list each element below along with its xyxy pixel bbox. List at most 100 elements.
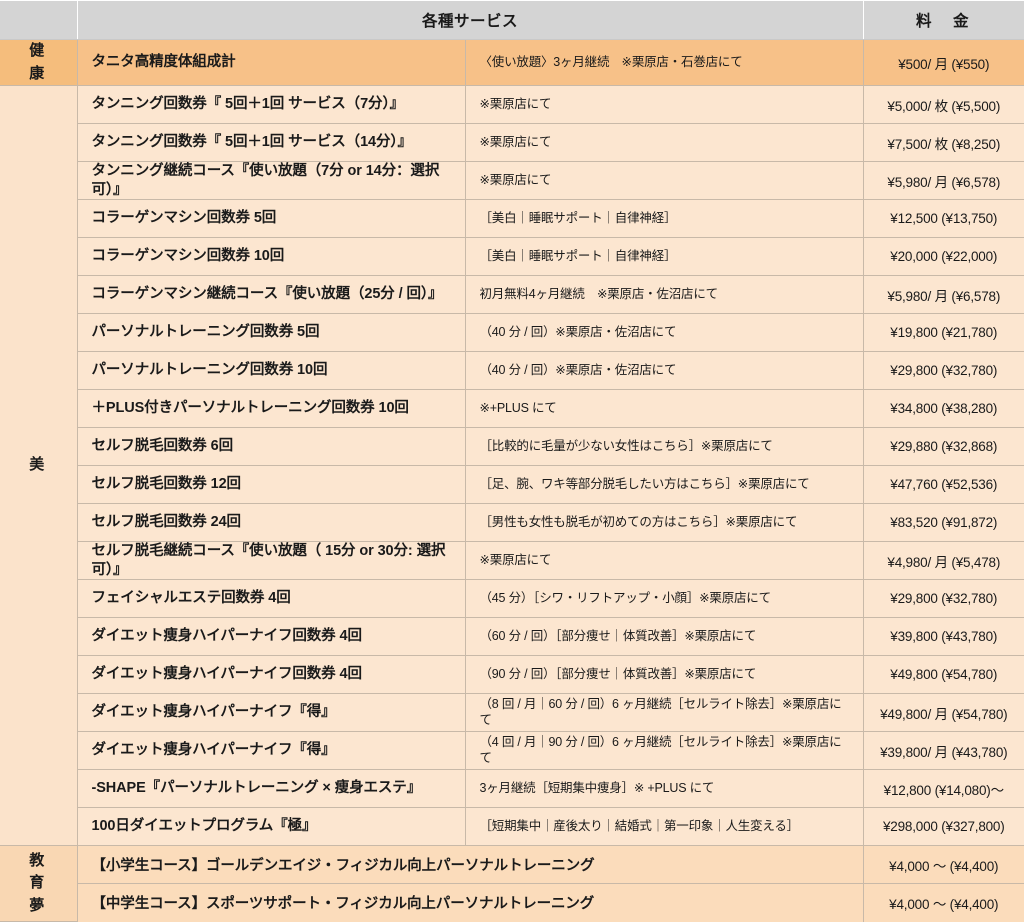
service-description-cell: （8 回 / 月｜60 分 / 回）6 ヶ月継続［セルライト除去］※栗原店にて: [465, 693, 864, 732]
table-row: 100日ダイエットプログラム『極』 ［短期集中｜産後太り｜結婚式｜第一印象｜人生変…: [0, 807, 1024, 846]
service-name-cell: タンニング回数券『 5回＋1回 サービス（14分）』: [77, 123, 466, 162]
table-row: 美タンニング回数券『 5回＋1回 サービス（7分）』 ※栗原店にて ¥5,000/ …: [0, 85, 1024, 846]
service-name-cell: パーソナルトレーニング回数券 10回: [77, 351, 466, 390]
service-name-cell: タンニング継続コース『使い放題（7分 or 14分：選択可）』: [77, 161, 466, 200]
table-row: パーソナルトレーニング回数券 5回 （40 分 / 回）※栗原店・佐沼店にて ¥19…: [0, 313, 1024, 352]
table-row: セルフ脱毛回数券 12回 ［足、腕、ワキ等部分脱毛したい方はこちら］※栗原店にて ¥…: [0, 465, 1024, 504]
service-description-cell: ［男性も女性も脱毛が初めての方はこちら］※栗原店にて: [465, 503, 864, 542]
table-row: ダイエット痩身ハイパーナイフ回数券 4回 （60 分 / 回）［部分痩せ｜体質改善…: [0, 617, 1024, 656]
service-description-cell: （60 分 / 回）［部分痩せ｜体質改善］※栗原店にて: [465, 617, 864, 656]
service-name-cell: タンニング回数券『 5回＋1回 サービス（7分）』: [77, 85, 466, 124]
service-price-cell: ¥298,000 (¥327,800): [863, 807, 1024, 846]
table-row: ダイエット痩身ハイパーナイフ『得』 （8 回 / 月｜60 分 / 回）6 ヶ月継…: [0, 693, 1024, 732]
service-description-cell: ［美白｜睡眠サポート｜自律神経］: [465, 237, 864, 276]
header-category: [0, 0, 78, 40]
service-price-cell: ¥39,800/ 月 (¥43,780): [863, 731, 1024, 770]
service-price-cell: ¥49,800 (¥54,780): [863, 655, 1024, 694]
service-description-cell: ［短期集中｜産後太り｜結婚式｜第一印象｜人生変える］: [465, 807, 864, 846]
service-price-cell: ¥34,800 (¥38,280): [863, 389, 1024, 428]
service-price-cell: ¥5,000/ 枚 (¥5,500): [863, 85, 1024, 124]
table-row: パーソナルトレーニング回数券 10回 （40 分 / 回）※栗原店・佐沼店にて ¥2…: [0, 351, 1024, 390]
service-name-cell: 100日ダイエットプログラム『極』: [77, 807, 466, 846]
service-description-cell: ※+PLUS にて: [465, 389, 864, 428]
service-name-cell: パーソナルトレーニング回数券 5回: [77, 313, 466, 352]
table-row: タンニング回数券『 5回＋1回 サービス（14分）』 ※栗原店にて ¥7,500/ …: [0, 123, 1024, 162]
header-row: 各種サービス 料 金: [0, 0, 1024, 40]
service-name-cell: -SHAPE『パーソナルトレーニング × 痩身エステ』: [77, 769, 466, 808]
table-row: ダイエット痩身ハイパーナイフ回数券 4回 （90 分 / 回）［部分痩せ｜体質改善…: [0, 655, 1024, 694]
service-description-cell: （45 分）［シワ・リフトアップ・小顔］※栗原店にて: [465, 579, 864, 618]
header-price: 料 金: [862, 0, 1024, 40]
table-row: コラーゲンマシン回数券 10回 ［美白｜睡眠サポート｜自律神経］ ¥20,000 (…: [0, 237, 1024, 276]
service-description-cell: 〈使い放題〉3ヶ月継続 ※栗原店・石巻店にて: [465, 39, 864, 86]
service-description-cell: （4 回 / 月｜90 分 / 回）6 ヶ月継続［セルライト除去］※栗原店にて: [465, 731, 864, 770]
service-name-cell: ＋PLUS付きパーソナルトレーニング回数券 10回: [77, 389, 466, 428]
category-cell-health: 健 康: [0, 39, 78, 86]
table-row: コラーゲンマシン継続コース『使い放題（25分 / 回）』 初月無料4ヶ月継続 ※栗…: [0, 275, 1024, 314]
service-description-cell: ※栗原店にて: [465, 541, 864, 580]
category-cell-education: 教 育夢: [0, 845, 78, 922]
table-row: セルフ脱毛継続コース『使い放題（ 15分 or 30分: 選択可）』 ※栗原店にて…: [0, 541, 1024, 580]
service-description-cell: （40 分 / 回）※栗原店・佐沼店にて: [465, 313, 864, 352]
service-name-cell: セルフ脱毛回数券 6回: [77, 427, 466, 466]
table-row: セルフ脱毛回数券 24回 ［男性も女性も脱毛が初めての方はこちら］※栗原店にて ¥8…: [0, 503, 1024, 542]
table-body: 健 康タニタ高精度体組成計 〈使い放題〉3ヶ月継続 ※栗原店・石巻店にて ¥500/…: [0, 39, 1024, 922]
service-price-cell: ¥29,880 (¥32,868): [863, 427, 1024, 466]
table-row: タンニング継続コース『使い放題（7分 or 14分：選択可）』 ※栗原店にて ¥5,…: [0, 161, 1024, 200]
service-price-cell: ¥12,500 (¥13,750): [863, 199, 1024, 238]
service-name-cell: ダイエット痩身ハイパーナイフ回数券 4回: [77, 617, 466, 656]
table-row: 教 育夢【小学生コース】ゴールデンエイジ・フィジカル向上パーソナルトレーニング ¥…: [0, 845, 1024, 922]
service-price-cell: ¥39,800 (¥43,780): [863, 617, 1024, 656]
service-price-cell: ¥7,500/ 枚 (¥8,250): [863, 123, 1024, 162]
service-description-cell: ※栗原店にて: [465, 123, 864, 162]
service-price-cell: ¥5,980/ 月 (¥6,578): [863, 161, 1024, 200]
service-price-cell: ¥19,800 (¥21,780): [863, 313, 1024, 352]
service-name-cell: フェイシャルエステ回数券 4回: [77, 579, 466, 618]
service-price-cell: ¥83,520 (¥91,872): [863, 503, 1024, 542]
service-description-cell: 初月無料4ヶ月継続 ※栗原店・佐沼店にて: [465, 275, 864, 314]
table-row: ダイエット痩身ハイパーナイフ『得』 （4 回 / 月｜90 分 / 回）6 ヶ月継…: [0, 731, 1024, 770]
header-service: 各種サービス: [76, 0, 864, 40]
table-row: ＋PLUS付きパーソナルトレーニング回数券 10回 ※+PLUS にて ¥34,80…: [0, 389, 1024, 428]
service-price-cell: ¥4,000 〜 (¥4,400): [863, 845, 1024, 884]
service-description-cell: （90 分 / 回）［部分痩せ｜体質改善］※栗原店にて: [465, 655, 864, 694]
service-name-cell: セルフ脱毛継続コース『使い放題（ 15分 or 30分: 選択可）』: [77, 541, 466, 580]
service-name-cell: タニタ高精度体組成計: [77, 39, 466, 86]
service-name-cell: コラーゲンマシン回数券 10回: [77, 237, 466, 276]
service-price-cell: ¥500/ 月 (¥550): [863, 39, 1024, 86]
category-education-line2: 夢: [29, 896, 48, 914]
service-name-cell: ダイエット痩身ハイパーナイフ『得』: [77, 693, 466, 732]
service-price-cell: ¥5,980/ 月 (¥6,578): [863, 275, 1024, 314]
service-description-cell: ※栗原店にて: [465, 85, 864, 124]
table-row: 健 康タニタ高精度体組成計 〈使い放題〉3ヶ月継続 ※栗原店・石巻店にて ¥500/…: [0, 39, 1024, 86]
service-price-cell: ¥12,800 (¥14,080)〜: [863, 769, 1024, 808]
table-row: -SHAPE『パーソナルトレーニング × 痩身エステ』 3ヶ月継続［短期集中痩身］…: [0, 769, 1024, 808]
service-price-cell: ¥29,800 (¥32,780): [863, 579, 1024, 618]
table-header: 各種サービス 料 金: [0, 0, 1024, 40]
category-education-line1: 教 育: [29, 851, 66, 892]
service-name-cell: ダイエット痩身ハイパーナイフ回数券 4回: [77, 655, 466, 694]
service-name-cell: ダイエット痩身ハイパーナイフ『得』: [77, 731, 466, 770]
service-description-cell: ※栗原店にて: [465, 161, 864, 200]
service-description-cell: ［足、腕、ワキ等部分脱毛したい方はこちら］※栗原店にて: [465, 465, 864, 504]
service-description-cell: ［比較的に毛量が少ない女性はこちら］※栗原店にて: [465, 427, 864, 466]
category-cell-beauty: 美: [0, 85, 78, 846]
service-description-cell: ［美白｜睡眠サポート｜自律神経］: [465, 199, 864, 238]
service-name-cell: セルフ脱毛回数券 12回: [77, 465, 466, 504]
service-price-cell: ¥29,800 (¥32,780): [863, 351, 1024, 390]
service-name-cell: コラーゲンマシン継続コース『使い放題（25分 / 回）』: [77, 275, 466, 314]
table-row: フェイシャルエステ回数券 4回 （45 分）［シワ・リフトアップ・小顔］※栗原店に…: [0, 579, 1024, 618]
service-price-cell: ¥4,000 〜 (¥4,400): [863, 883, 1024, 922]
service-name-cell: 【中学生コース】スポーツサポート・フィジカル向上パーソナルトレーニング: [77, 883, 864, 922]
table-row: コラーゲンマシン回数券 5回 ［美白｜睡眠サポート｜自律神経］ ¥12,500 (¥…: [0, 199, 1024, 238]
service-name-cell: 【小学生コース】ゴールデンエイジ・フィジカル向上パーソナルトレーニング: [77, 845, 864, 884]
service-description-cell: 3ヶ月継続［短期集中痩身］※ +PLUS にて: [465, 769, 864, 808]
service-price-cell: ¥20,000 (¥22,000): [863, 237, 1024, 276]
service-name-cell: セルフ脱毛回数券 24回: [77, 503, 466, 542]
service-price-cell: ¥4,980/ 月 (¥5,478): [863, 541, 1024, 580]
table-row: 【中学生コース】スポーツサポート・フィジカル向上パーソナルトレーニング ¥4,00…: [0, 883, 1024, 922]
service-price-cell: ¥49,800/ 月 (¥54,780): [863, 693, 1024, 732]
service-price-cell: ¥47,760 (¥52,536): [863, 465, 1024, 504]
table-row: セルフ脱毛回数券 6回 ［比較的に毛量が少ない女性はこちら］※栗原店にて ¥29,8…: [0, 427, 1024, 466]
